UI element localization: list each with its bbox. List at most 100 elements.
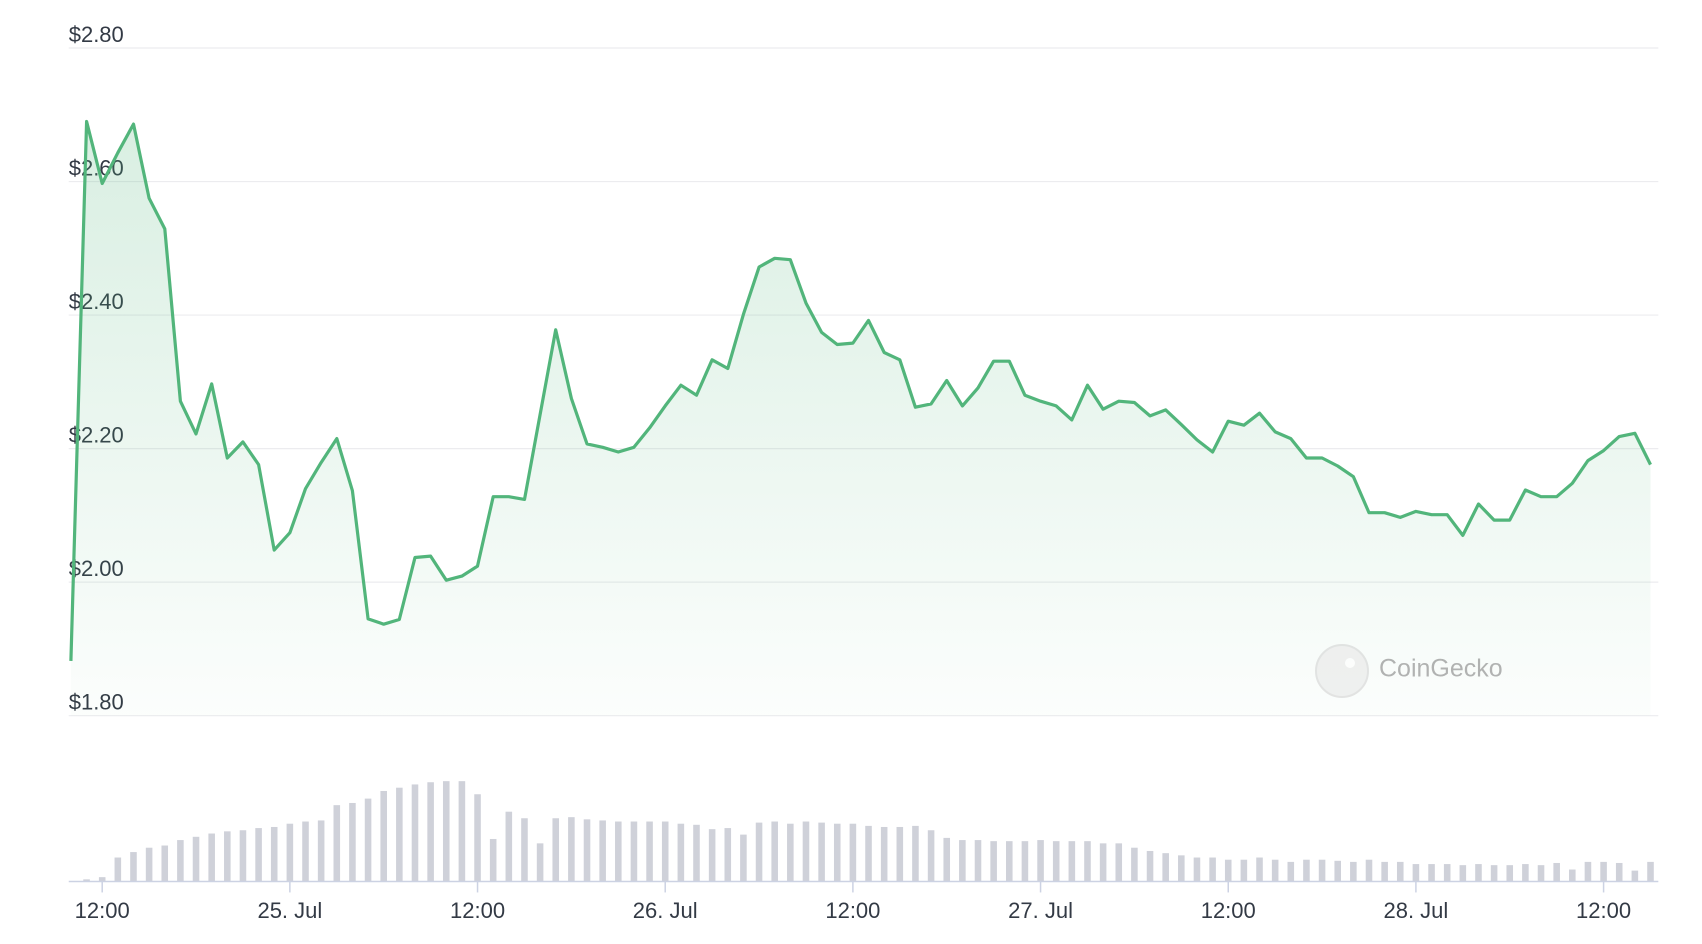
volume-bar: [927, 830, 935, 882]
volume-bar: [1553, 862, 1560, 882]
volume-bar: [380, 790, 387, 882]
x-tick-label: 28. Jul: [1383, 898, 1448, 923]
volume-bar: [145, 847, 153, 882]
volume-bar: [1131, 847, 1138, 882]
volume-bar: [208, 833, 215, 882]
y-tick-label: $2.80: [69, 22, 124, 47]
volume-bar: [959, 840, 966, 882]
volume-bar: [1631, 870, 1639, 882]
volume-bar: [1052, 841, 1060, 882]
volume-bar: [224, 831, 231, 882]
volume-bar: [1350, 861, 1357, 882]
volume-bar: [458, 781, 466, 882]
volume-bar: [255, 828, 262, 882]
volume-bar: [1005, 841, 1013, 882]
volume-bar: [661, 821, 669, 882]
volume-bar: [630, 821, 638, 882]
volume-bar: [1537, 865, 1545, 882]
volume-bar: [411, 784, 419, 882]
volume-bar: [1381, 861, 1388, 882]
volume-bar: [442, 781, 450, 882]
volume-bar: [1428, 864, 1435, 882]
volume-bar: [1647, 861, 1654, 882]
price-area: [70, 121, 1651, 716]
volume-bar: [1240, 859, 1248, 882]
volume-bar: [98, 877, 106, 882]
volume-bar: [521, 818, 528, 882]
watermark-text: CoinGecko: [1379, 655, 1503, 683]
volume-bar: [646, 821, 653, 882]
x-tick-label: 12:00: [450, 898, 505, 923]
x-tick-label: 27. Jul: [1008, 898, 1073, 923]
volume-bar: [880, 826, 888, 882]
volume-bar: [270, 826, 278, 882]
volume-bar: [755, 822, 763, 882]
volume-bar: [1287, 861, 1295, 882]
volume-bar: [1365, 859, 1373, 882]
volume-bar: [1396, 861, 1404, 882]
volume-bar: [974, 840, 982, 882]
volume-bar: [552, 818, 560, 882]
volume-bar: [505, 811, 513, 882]
volume-bar: [1459, 865, 1467, 882]
volume-bar: [1318, 859, 1326, 882]
volume-bar: [474, 794, 481, 882]
volume-bar: [396, 787, 403, 882]
volume-bar: [1178, 855, 1185, 882]
volume-bar: [724, 828, 732, 882]
volume-bar: [536, 843, 544, 882]
volume-bar: [568, 817, 575, 882]
volume-bar: [1037, 840, 1044, 882]
volume-bar: [818, 822, 825, 882]
x-tick-label: 26. Jul: [633, 898, 698, 923]
watermark-logo-eye: [1345, 658, 1355, 668]
volume-bar: [849, 823, 857, 882]
volume-bar: [865, 825, 872, 882]
volume-bar: [1193, 857, 1201, 882]
volume-bar: [317, 820, 325, 882]
volume-bar: [1224, 859, 1232, 882]
volume-bar: [1522, 864, 1529, 882]
volume-bar: [1256, 857, 1263, 882]
volume-bar: [1600, 861, 1607, 882]
volume-bar: [427, 782, 434, 882]
volume-bar: [1209, 857, 1216, 882]
volume-bar: [302, 821, 309, 882]
volume-bar: [1490, 865, 1498, 882]
volume-bar: [349, 802, 356, 882]
watermark-logo: [1315, 644, 1369, 698]
volume-bar: [177, 840, 184, 882]
volume-bar: [286, 823, 294, 882]
volume-bar: [1569, 869, 1576, 882]
volume-bar: [677, 823, 685, 882]
volume-bar: [1068, 841, 1076, 882]
volume-bar: [83, 879, 90, 882]
x-tick-label: 12:00: [1201, 898, 1256, 923]
price-line: [69, 119, 1652, 661]
volume-bar: [1021, 841, 1029, 882]
volume-bar: [239, 830, 247, 882]
volume-bar: [943, 837, 951, 882]
volume-bar: [1443, 864, 1451, 882]
volume-bar: [740, 834, 747, 882]
volume-bar: [1303, 859, 1310, 882]
volume-bar: [1584, 861, 1592, 882]
volume-bar: [1146, 850, 1154, 882]
volume-bar: [130, 852, 137, 882]
volume-bar: [583, 819, 591, 882]
volume-bar: [333, 805, 341, 882]
volume-bar: [990, 841, 997, 882]
volume-bar: [192, 836, 200, 882]
volume-bar: [1084, 841, 1091, 882]
volume-bar: [364, 798, 372, 882]
volume-bar: [1099, 843, 1107, 882]
volume-bar: [1412, 864, 1420, 882]
volume-bar: [771, 821, 778, 882]
volume-bar: [1271, 859, 1279, 882]
volume-bar: [489, 838, 497, 882]
volume-bar: [1615, 862, 1623, 882]
volume-bar: [787, 823, 794, 882]
volume-bar: [1506, 865, 1514, 882]
volume-bar: [599, 820, 606, 882]
volume-bar: [1115, 843, 1123, 882]
